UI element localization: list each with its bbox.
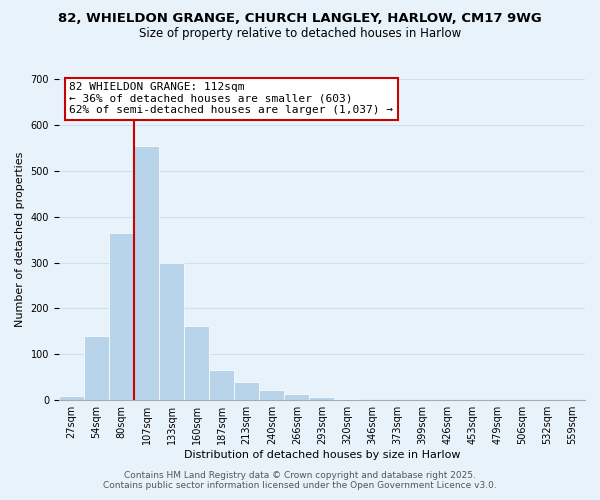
Bar bbox=[134, 146, 159, 400]
Bar bbox=[84, 336, 109, 400]
Y-axis label: Number of detached properties: Number of detached properties bbox=[15, 152, 25, 328]
Bar bbox=[184, 326, 209, 400]
Bar bbox=[310, 396, 334, 400]
Bar bbox=[159, 262, 184, 400]
Bar bbox=[109, 232, 134, 400]
Bar bbox=[259, 390, 284, 400]
Bar bbox=[59, 396, 84, 400]
Bar bbox=[334, 399, 359, 400]
Bar bbox=[209, 370, 234, 400]
Bar bbox=[234, 382, 259, 400]
Text: 82 WHIELDON GRANGE: 112sqm
← 36% of detached houses are smaller (603)
62% of sem: 82 WHIELDON GRANGE: 112sqm ← 36% of deta… bbox=[70, 82, 394, 116]
Bar bbox=[284, 394, 310, 400]
Text: Contains HM Land Registry data © Crown copyright and database right 2025.
Contai: Contains HM Land Registry data © Crown c… bbox=[103, 470, 497, 490]
X-axis label: Distribution of detached houses by size in Harlow: Distribution of detached houses by size … bbox=[184, 450, 460, 460]
Text: 82, WHIELDON GRANGE, CHURCH LANGLEY, HARLOW, CM17 9WG: 82, WHIELDON GRANGE, CHURCH LANGLEY, HAR… bbox=[58, 12, 542, 26]
Text: Size of property relative to detached houses in Harlow: Size of property relative to detached ho… bbox=[139, 28, 461, 40]
